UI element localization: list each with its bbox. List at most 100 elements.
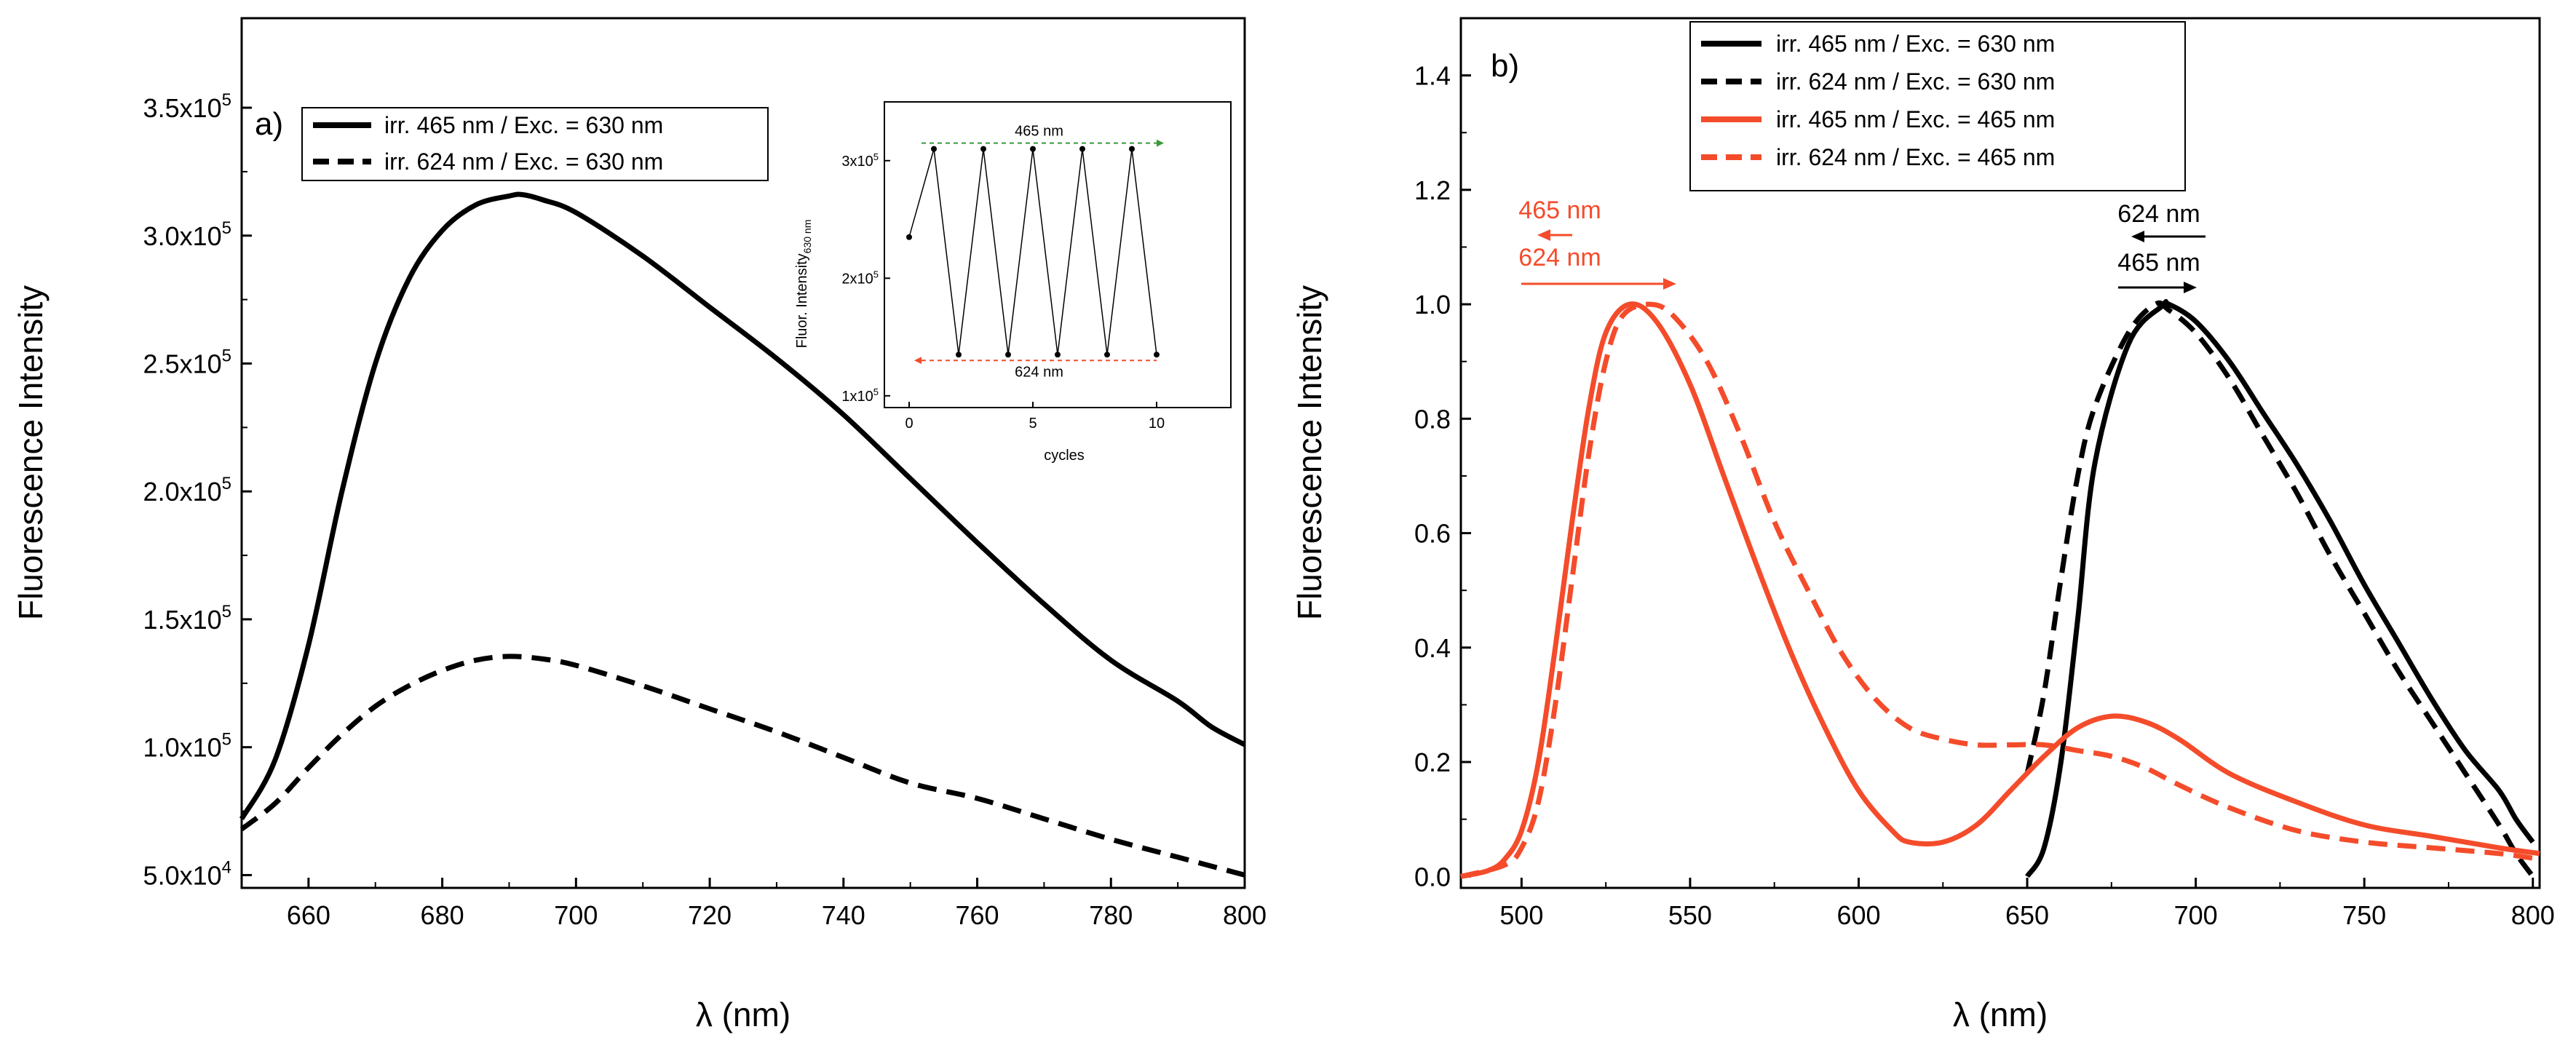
panel-a-ytick-mantissa: 3.0x10 <box>143 221 222 251</box>
panel-a-ytick-label: 2.0x105 <box>143 474 231 507</box>
panel-b-legend-item-2: irr. 624 nm / Exc. = 630 nm <box>1776 68 2055 95</box>
panel-a-xtick-label: 760 <box>955 900 999 930</box>
arrow-right-icon <box>1663 278 1676 290</box>
panel-b-y-ticks: 0.0 0.2 0.4 0.6 0.8 1.0 1.2 1.4 <box>1414 61 1471 892</box>
inset-cycle-point <box>980 146 986 152</box>
panel-a-x-ticks: 660 680 700 720 740 760 780 800 <box>287 878 1267 930</box>
panel-b-annotations-black: 624 nm 465 nm <box>2117 200 2206 293</box>
inset-cycle-point <box>1005 352 1011 358</box>
inset-ytick-label: 3x105 <box>841 151 879 170</box>
inset-ytick-mantissa: 3x10 <box>841 154 873 170</box>
inset-x-ticks: 0 5 10 <box>905 402 1165 432</box>
panel-a-ytick-label: 3.5x105 <box>143 90 231 123</box>
arrow-left-icon <box>2131 231 2144 242</box>
panel-b-ytick-label: 1.0 <box>1414 290 1451 319</box>
panel-a-xtick-label: 720 <box>688 900 732 930</box>
panel-a-ytick-label: 3.0x105 <box>143 218 231 251</box>
panel-a-ytick-exponent: 5 <box>222 346 231 365</box>
panel-a-label: a) <box>255 106 283 142</box>
panel-b-legend-item-1: irr. 465 nm / Exc. = 630 nm <box>1776 31 2055 57</box>
inset-cycle-point <box>956 352 962 358</box>
inset-624-arrow-icon <box>914 357 922 365</box>
arrow-right-icon <box>2184 282 2197 293</box>
panel-a-xtick-label: 700 <box>554 900 598 930</box>
inset-series <box>906 146 1160 358</box>
panel-a-xtick-label: 780 <box>1089 900 1133 930</box>
panel-a-ytick-exponent: 5 <box>222 602 231 622</box>
inset-xtick-label: 0 <box>905 416 913 432</box>
inset-ytick-mantissa: 1x10 <box>841 389 873 405</box>
inset-ylabel-sub: 630 nm <box>801 220 813 254</box>
annotation-black-465: 465 nm <box>2117 249 2200 277</box>
inset-ytick-exponent: 5 <box>873 269 879 279</box>
panel-a-series <box>239 191 1246 878</box>
inset-465-label: 465 nm <box>1015 124 1063 140</box>
panel-a-ytick-exponent: 5 <box>222 474 231 493</box>
panel-b-series-line-1 <box>2025 299 2535 878</box>
panel-b-xtick-label: 550 <box>1668 900 1712 930</box>
panel-b-series <box>1460 299 2540 879</box>
annotation-black-624: 624 nm <box>2117 200 2200 228</box>
panel-a-ytick-label: 5.0x104 <box>143 857 231 890</box>
panel-a-ytick-label: 2.5x105 <box>143 346 231 378</box>
panel-b-xtick-label: 750 <box>2342 900 2386 930</box>
inset-xtick-label: 10 <box>1149 416 1165 432</box>
panel-a-ytick-exponent: 5 <box>222 90 231 110</box>
panel-a-legend-item-2: irr. 624 nm / Exc. = 630 nm <box>384 148 663 175</box>
panel-b-ytick-label: 1.4 <box>1414 61 1451 91</box>
panel-b-legend-box <box>1689 21 2186 191</box>
inset-ytick-exponent: 5 <box>873 386 879 397</box>
inset-ytick-exponent: 5 <box>873 151 879 162</box>
panel-a-ytick-mantissa: 5.0x10 <box>143 860 222 890</box>
panel-b-ytick-label: 0.2 <box>1414 747 1451 777</box>
panel-b-label: b) <box>1491 48 1519 84</box>
panel-b-series-line-4 <box>1460 301 2540 879</box>
panel-a-ytick-mantissa: 1.5x10 <box>143 605 222 635</box>
inset-624-label: 624 nm <box>1015 364 1063 380</box>
panel-b-legend-item-3: irr. 465 nm / Exc. = 465 nm <box>1776 106 2055 132</box>
inset-cycle-point <box>906 234 912 240</box>
panel-a-xtick-label: 680 <box>421 900 464 930</box>
panel-a-legend-box <box>301 107 769 181</box>
panel-b-plot-frame <box>1459 17 2541 889</box>
panel-b-ytick-label: 0.4 <box>1414 633 1451 663</box>
panel-b-ylabel: Fluorescence Intensity <box>1291 285 1328 620</box>
inset-cycle-point <box>1154 352 1160 358</box>
panel-a-ytick-exponent: 4 <box>222 857 231 877</box>
panel-b-series-line-3 <box>1460 301 2540 879</box>
panel-a-xlabel: λ (nm) <box>696 996 790 1033</box>
panel-a-ytick-exponent: 5 <box>222 730 231 750</box>
panel-a-legend: irr. 465 nm / Exc. = 630 nm irr. 624 nm … <box>301 107 769 181</box>
panel-b-xtick-label: 600 <box>1836 900 1880 930</box>
inset-cycle-point <box>1079 146 1085 152</box>
panel-b-xtick-label: 800 <box>2511 900 2555 930</box>
panel-a-xtick-label: 800 <box>1223 900 1267 930</box>
panel-a-ytick-label: 1.5x105 <box>143 602 231 635</box>
panel-b-legend-item-4: irr. 624 nm / Exc. = 465 nm <box>1776 144 2055 170</box>
panel-a-ytick-mantissa: 2.5x10 <box>143 349 222 378</box>
inset-cycle-point <box>1055 352 1061 358</box>
inset-cycle-point <box>1129 146 1135 152</box>
panel-b: 0.0 0.2 0.4 0.6 0.8 1.0 1.2 1.4 500 550 600 650 700… <box>1291 17 2555 1033</box>
inset-ytick-mantissa: 2x10 <box>841 271 873 287</box>
inset-xtick-label: 5 <box>1029 416 1037 432</box>
panel-a-xtick-label: 740 <box>822 900 865 930</box>
annotation-red-465: 465 nm <box>1518 196 1601 224</box>
inset-ytick-label: 2x105 <box>841 269 879 287</box>
inset-cycle-point <box>1030 146 1036 152</box>
inset-cycle-point <box>1104 352 1110 358</box>
inset-465-arrow-icon <box>1157 139 1164 147</box>
panel-b-ytick-label: 0.6 <box>1414 519 1451 549</box>
panel-b-ytick-label: 0.0 <box>1414 862 1451 892</box>
panel-b-xtick-label: 650 <box>2005 900 2049 930</box>
inset-ylabel: Fluor. Intensity630 nm <box>794 220 813 349</box>
inset-ylabel-main: Fluor. Intensity <box>794 253 810 348</box>
panel-a-series-line-1 <box>239 191 1246 820</box>
arrow-left-icon <box>1537 229 1550 241</box>
panel-a-ytick-label: 1.0x105 <box>143 730 231 763</box>
panel-a-plot-frame <box>240 17 1246 889</box>
inset-cycle-point <box>931 146 937 152</box>
